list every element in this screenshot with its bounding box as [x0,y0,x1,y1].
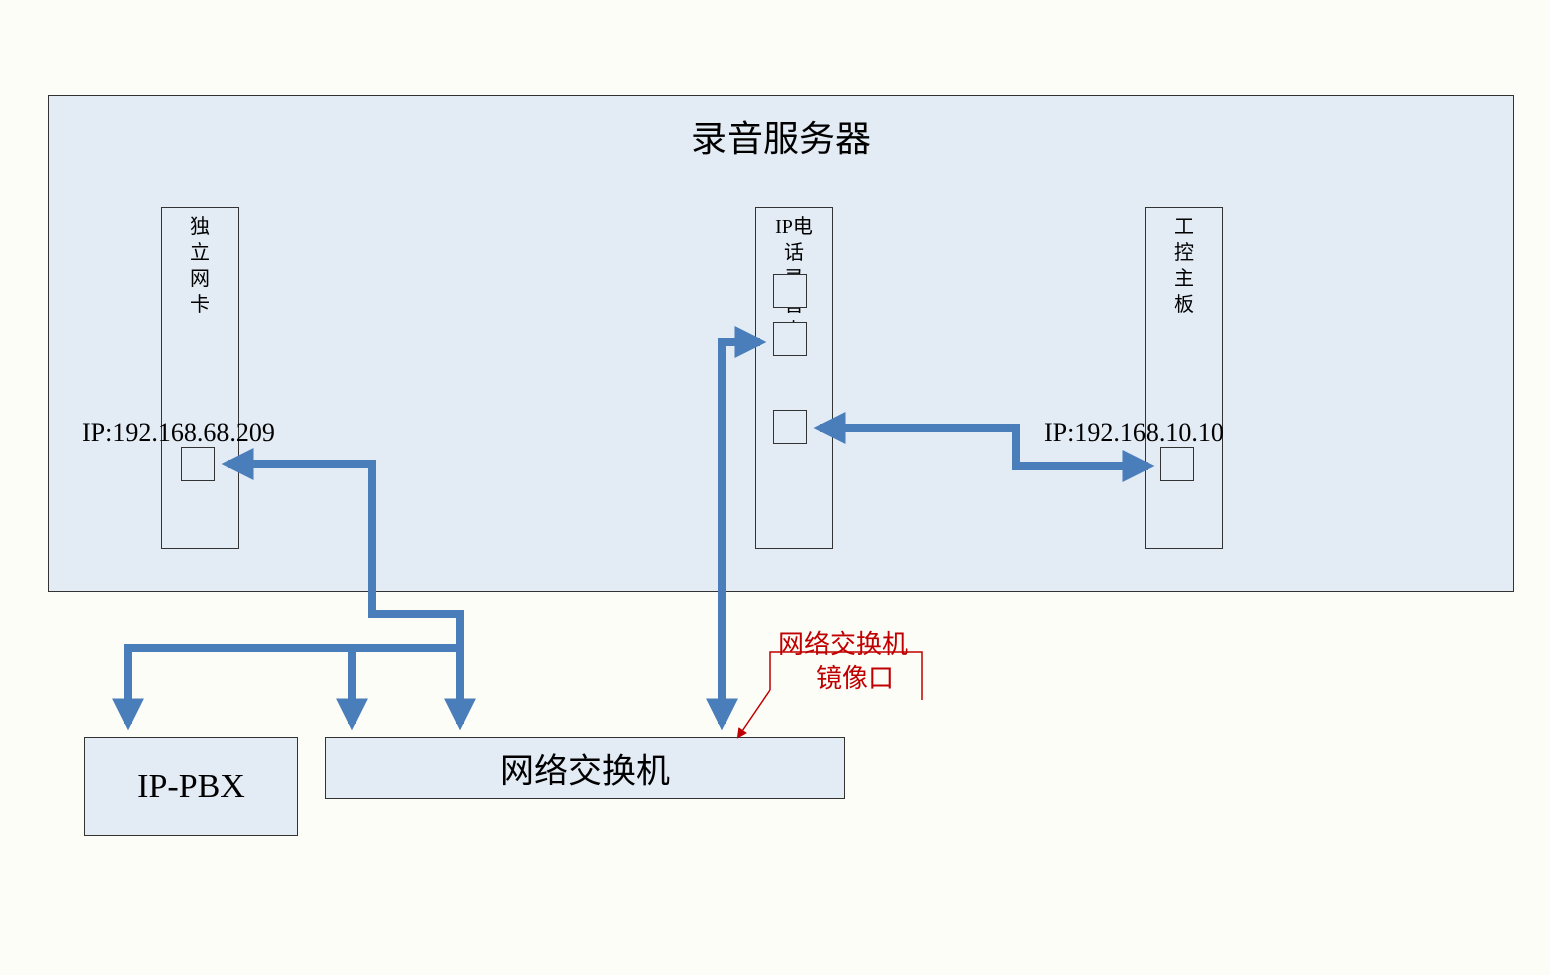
ipc-ip-label: IP:192.168.10.10 [1044,418,1224,448]
mirror-port-label-line1: 网络交换机 [778,624,908,661]
mirror-port-label-line2: 镜像口 [816,658,894,695]
ip-phone-card: IP电话 录音卡 [755,207,833,549]
recording-server-title: 录音服务器 [691,110,871,162]
ip-phone-port-1 [773,274,807,308]
network-diagram: 录音服务器 独立 网卡 IP:192.168.68.209 IP电话 录音卡 工… [0,0,1550,975]
ip-phone-port-3 [773,410,807,444]
ip-phone-port-2 [773,322,807,356]
nic-port [181,447,215,481]
nic-ip-label: IP:192.168.68.209 [82,418,275,448]
nic-card-label: 独立 网卡 [181,214,219,318]
network-switch-box: 网络交换机 [325,737,845,799]
ipc-card-label: 工控 主板 [1165,214,1203,318]
ip-pbx-box: IP-PBX [84,737,298,836]
ipc-card: 工控 主板 [1145,207,1223,549]
ip-pbx-label: IP-PBX [137,768,245,806]
nic-card: 独立 网卡 [161,207,239,549]
ipc-port [1160,447,1194,481]
network-switch-label: 网络交换机 [500,744,670,793]
